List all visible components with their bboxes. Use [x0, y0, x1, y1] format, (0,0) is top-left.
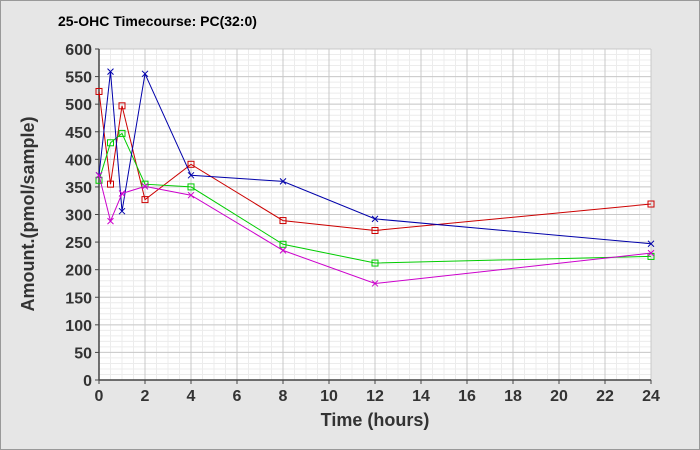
- major-gridlines: [98, 48, 652, 381]
- marker-stroke: [107, 217, 114, 225]
- marker-stroke: [371, 280, 379, 287]
- marker-stroke: [141, 70, 149, 78]
- data-point-green: [118, 129, 126, 137]
- y-tick-label: 250: [65, 235, 92, 252]
- data-point-blue: [279, 178, 287, 185]
- tick-labels: 0 2 4 6 8 10 12 14 16 18 20 22 240501001502002503003…: [65, 42, 660, 405]
- x-tick-label: 2: [141, 388, 150, 405]
- data-point-magenta: [187, 191, 195, 199]
- data-point-green: [371, 259, 379, 267]
- x-tick-label: 22: [596, 388, 614, 405]
- data-point-blue: [187, 171, 195, 179]
- marker-stroke: [118, 207, 126, 215]
- chart-title: 25-OHC Timecourse: PC(32:0): [58, 13, 257, 29]
- y-tick-label: 100: [65, 318, 92, 335]
- x-tick-label: 0: [95, 388, 104, 405]
- x-tick-label: 6: [233, 388, 242, 405]
- data-point-magenta: [141, 183, 149, 190]
- data-point-magenta: [118, 190, 126, 197]
- series-line-magenta: [98, 175, 652, 285]
- marker-stroke: [279, 247, 287, 254]
- series-layer: [95, 68, 655, 287]
- data-point-red: [279, 217, 287, 225]
- y-tick-label: 500: [65, 97, 92, 114]
- data-point-red: [141, 196, 149, 204]
- data-point-red: [118, 102, 126, 110]
- series-line-green: [98, 132, 652, 264]
- series-magenta: [95, 171, 655, 287]
- marker-stroke: [95, 171, 103, 179]
- x-tick-label: 16: [458, 388, 476, 405]
- data-point-blue: [371, 215, 379, 223]
- series-green: [95, 129, 655, 267]
- x-tick-label: 24: [642, 388, 660, 405]
- marker-stroke: [187, 171, 195, 179]
- y-tick-label: 350: [65, 180, 92, 197]
- y-tick-label: 600: [65, 42, 92, 59]
- data-point-magenta: [647, 249, 655, 257]
- data-point-blue: [107, 68, 114, 75]
- series-red: [95, 87, 655, 234]
- data-point-magenta: [107, 217, 114, 225]
- data-point-green: [279, 240, 287, 248]
- marker-stroke: [371, 215, 379, 223]
- data-point-red: [371, 226, 379, 234]
- data-point-blue: [647, 240, 655, 248]
- data-point-green: [187, 183, 195, 191]
- y-tick-label: 50: [74, 345, 92, 362]
- y-tick-label: 550: [65, 70, 92, 87]
- series-line-blue: [98, 71, 652, 245]
- marker-stroke: [279, 178, 287, 185]
- x-tick-label: 18: [504, 388, 522, 405]
- x-tick-label: 4: [187, 388, 196, 405]
- y-tick-label: 0: [83, 373, 92, 390]
- y-tick-label: 450: [65, 125, 92, 142]
- data-point-magenta: [279, 247, 287, 254]
- x-tick-label: 8: [279, 388, 288, 405]
- marker-stroke: [107, 68, 114, 75]
- y-tick-label: 150: [65, 290, 92, 307]
- data-point-red: [95, 87, 103, 95]
- x-tick-label: 14: [412, 388, 430, 405]
- y-axis-label: Amount.(pmol/sample): [18, 116, 38, 311]
- marker-stroke: [647, 240, 655, 248]
- marker-stroke: [118, 190, 126, 197]
- data-point-red: [187, 160, 195, 168]
- y-tick-label: 400: [65, 152, 92, 169]
- x-tick-label: 10: [320, 388, 338, 405]
- marker-stroke: [647, 249, 655, 257]
- data-point-red: [107, 180, 114, 188]
- y-tick-label: 300: [65, 208, 92, 225]
- y-tick-label: 200: [65, 263, 92, 280]
- data-point-magenta: [95, 171, 103, 179]
- data-point-red: [647, 200, 655, 208]
- x-tick-label: 20: [550, 388, 568, 405]
- series-line-red: [98, 91, 652, 232]
- axes: [95, 48, 652, 384]
- data-point-green: [107, 139, 114, 147]
- marker-stroke: [187, 191, 195, 199]
- data-point-blue: [118, 207, 126, 215]
- data-point-blue: [141, 70, 149, 78]
- marker-stroke: [141, 183, 149, 190]
- data-point-magenta: [371, 280, 379, 287]
- x-tick-label: 12: [366, 388, 384, 405]
- x-axis-label: Time (hours): [321, 410, 430, 430]
- data-point-green: [141, 180, 149, 188]
